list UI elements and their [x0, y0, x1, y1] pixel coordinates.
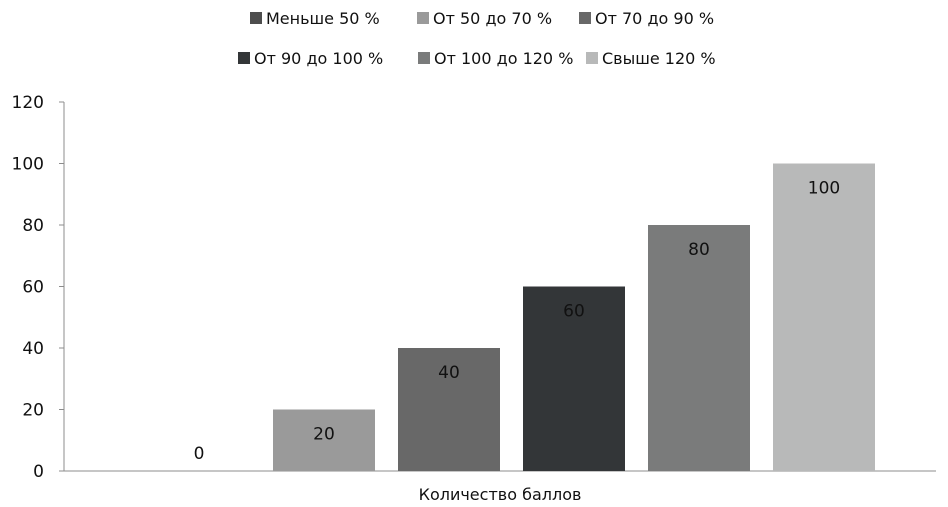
legend-swatch: [586, 52, 598, 64]
y-tick-label: 80: [22, 216, 44, 236]
bar: [523, 286, 625, 471]
y-tick-label: 100: [12, 155, 44, 175]
legend-label: Меньше 50 %: [266, 9, 380, 28]
legend-label: От 100 до 120 %: [434, 49, 573, 68]
legend-swatch: [417, 12, 429, 24]
bar: [773, 163, 875, 471]
legend-swatch: [250, 12, 262, 24]
legend-item: От 70 до 90 %: [579, 9, 714, 28]
legend-item: Меньше 50 %: [250, 9, 380, 28]
y-axis: 0 20 40 60 80 100 120: [12, 93, 936, 482]
data-label: 40: [438, 363, 460, 383]
y-tick-label: 20: [22, 401, 44, 421]
legend-item: От 50 до 70 %: [417, 9, 552, 28]
y-tick-label: 60: [22, 278, 44, 298]
legend-label: От 50 до 70 %: [433, 9, 552, 28]
bar: [273, 409, 375, 471]
legend-label: От 90 до 100 %: [254, 49, 383, 68]
bar: [648, 225, 750, 471]
legend-swatch: [579, 12, 591, 24]
legend-swatch: [418, 52, 430, 64]
bars: 0 20 40 60 80 100: [194, 163, 875, 471]
data-label: 80: [688, 240, 710, 260]
data-label: 0: [194, 444, 205, 464]
legend-item: Свыше 120 %: [586, 49, 716, 68]
x-axis-title: Количество баллов: [419, 485, 582, 504]
legend-label: От 70 до 90 %: [595, 9, 714, 28]
legend-item: От 100 до 120 %: [418, 49, 573, 68]
y-tick-label: 0: [33, 462, 44, 482]
legend: Меньше 50 % От 50 до 70 % От 70 до 90 % От …: [238, 9, 716, 68]
legend-label: Свыше 120 %: [602, 49, 716, 68]
legend-swatch: [238, 52, 250, 64]
y-tick-label: 120: [12, 93, 44, 113]
data-label: 60: [563, 302, 585, 322]
legend-item: От 90 до 100 %: [238, 49, 383, 68]
data-label: 20: [313, 425, 335, 445]
bar: [398, 348, 500, 471]
data-label: 100: [808, 179, 840, 199]
y-tick-label: 40: [22, 339, 44, 359]
